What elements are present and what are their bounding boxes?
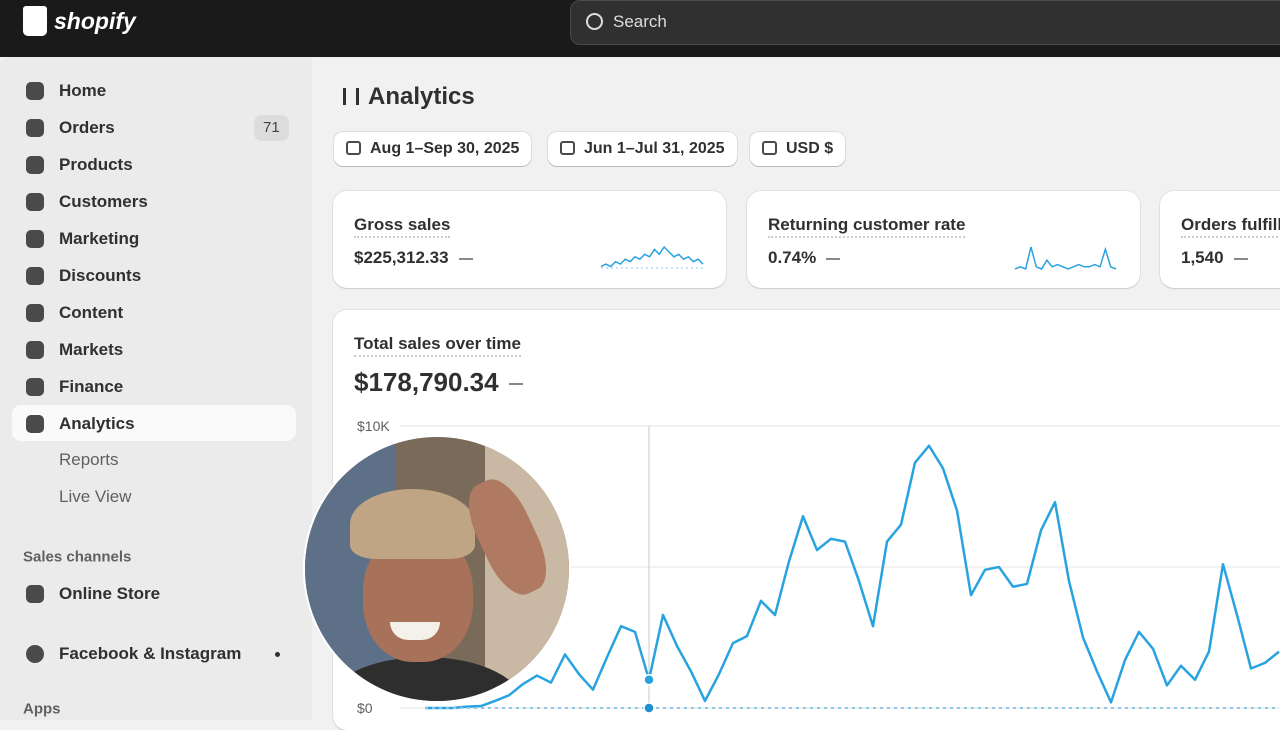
nav-icon (26, 230, 44, 248)
nav-icon (26, 304, 44, 322)
nav-icon (26, 82, 44, 100)
metric-value: $225,312.33 (354, 248, 473, 268)
page-title: Analytics (368, 83, 475, 110)
nav-item[interactable]: Markets (59, 340, 124, 359)
nav-sub-item[interactable]: Reports (59, 450, 119, 469)
nav-badge: 71 (254, 115, 289, 141)
metric-value: 0.74% (768, 248, 840, 268)
nav-icon (26, 119, 44, 137)
metric-label: Gross sales (354, 215, 451, 238)
logo-icon (23, 6, 47, 36)
nav-item[interactable]: Analytics (59, 414, 135, 433)
sidebar (0, 57, 312, 720)
compare-filter[interactable]: Jun 1–Jul 31, 2025 (548, 132, 737, 166)
nav-icon (26, 341, 44, 359)
chart-title: Total sales over time (354, 334, 521, 357)
search-icon (586, 13, 603, 30)
date-filter[interactable]: Aug 1–Sep 30, 2025 (334, 132, 532, 166)
hover-point (643, 702, 655, 714)
nav-item[interactable]: Marketing (59, 229, 140, 248)
nav-item[interactable]: Online Store (59, 584, 161, 603)
metric-card[interactable]: Orders fulfilled 1,540 (1160, 191, 1280, 288)
webcam-cap (350, 489, 475, 559)
metric-card[interactable]: Returning customer rate 0.74% (747, 191, 1140, 288)
metric-value: 1,540 (1181, 248, 1248, 268)
hover-point (643, 674, 655, 686)
nav-item[interactable]: Orders (59, 118, 115, 137)
sparkline (600, 245, 704, 268)
nav-item[interactable]: Finance (59, 377, 124, 396)
nav-icon (26, 193, 44, 211)
currency-filter[interactable]: USD $ (750, 132, 846, 166)
nav-item[interactable]: Customers (59, 192, 148, 211)
nav-item[interactable]: Content (59, 303, 124, 322)
metric-card[interactable]: Gross sales $225,312.33 (333, 191, 726, 288)
nav-icon (26, 645, 44, 663)
active-nav-bg (12, 405, 296, 441)
nav-item[interactable]: Home (59, 81, 107, 100)
y-tick-label: $0 (357, 700, 373, 716)
section-label[interactable]: Sales channels (23, 548, 132, 566)
nav-sub-item[interactable]: Live View (59, 487, 132, 506)
analytics-icon (343, 88, 359, 105)
brand[interactable]: shopify (54, 8, 136, 34)
search-box[interactable]: Search (570, 0, 1280, 45)
chart-total: $178,790.34 (354, 367, 523, 398)
nav-icon (26, 585, 44, 603)
nav-item[interactable]: Discounts (59, 266, 142, 285)
nav-icon (26, 415, 44, 433)
nav-item[interactable]: Products (59, 155, 133, 174)
search-placeholder: Search (613, 12, 667, 31)
sparkline (1014, 246, 1117, 271)
top-bar: shopify Search (0, 0, 1280, 57)
nav-icon (26, 267, 44, 285)
webcam-overlay (305, 437, 569, 701)
nav-icon (26, 378, 44, 396)
section-label[interactable]: Apps (23, 700, 61, 718)
metric-label: Returning customer rate (768, 215, 966, 238)
status-dot (275, 652, 280, 657)
metric-label: Orders fulfilled (1181, 215, 1280, 238)
webcam-smile (390, 622, 440, 640)
y-tick-label: $10K (357, 418, 390, 434)
nav-item[interactable]: Facebook & Instagram (59, 644, 242, 663)
nav-icon (26, 156, 44, 174)
